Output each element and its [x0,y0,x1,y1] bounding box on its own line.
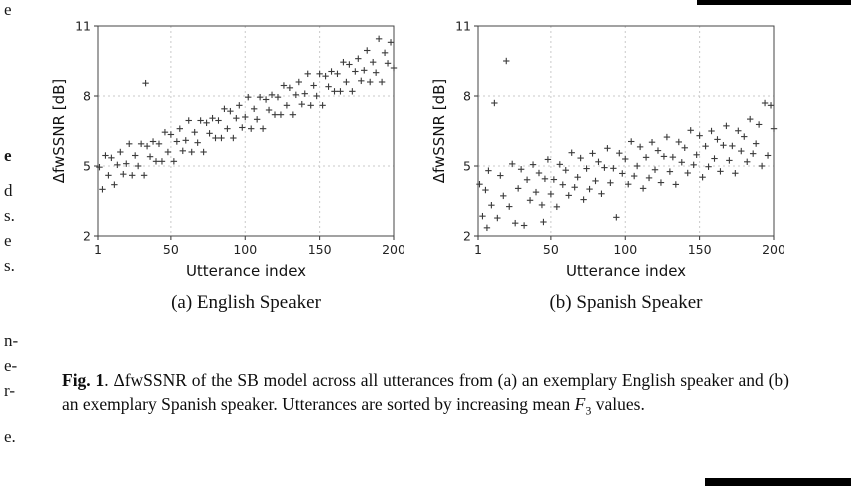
figure-1: 1 50 100 150 200 2 5 8 11 Utterance index ΔfwSSNR … [52,18,784,314]
svg-text:11: 11 [75,19,91,34]
svg-text:ΔfwSSNR [dB]: ΔfwSSNR [dB] [52,79,68,184]
svg-text:2: 2 [83,229,91,244]
adjacent-content-edge-bottom [705,478,851,486]
adjacent-content-edge-top [697,0,851,5]
svg-text:200: 200 [762,242,784,257]
subfigure-a: 1 50 100 150 200 2 5 8 11 Utterance index ΔfwSSNR … [52,18,404,314]
column-fragment: e [4,146,12,165]
svg-text:11: 11 [455,19,471,34]
svg-text:50: 50 [163,242,179,257]
column-fragment: s. [4,256,15,275]
caption-body-2: values. [591,394,645,415]
column-fragment: d [4,181,13,200]
svg-text:200: 200 [382,242,404,257]
svg-text:Utterance index: Utterance index [566,262,686,280]
svg-text:8: 8 [83,89,91,104]
svg-text:50: 50 [543,242,559,257]
column-fragment: e [4,0,12,19]
column-fragment: n- [4,331,19,350]
column-fragment: s. [4,206,15,225]
svg-text:150: 150 [308,242,332,257]
subfigure-b: 1 50 100 150 200 2 5 8 11 Utterance index ΔfwSSNR … [432,18,784,314]
subfigure-b-caption: (b) Spanish Speaker [549,292,703,313]
svg-text:5: 5 [463,159,471,174]
column-fragment: e. [4,427,16,446]
subfigure-a-caption: (a) English Speaker [171,292,321,313]
svg-text:1: 1 [94,242,102,257]
caption-f-symbol: F [574,394,586,415]
column-fragment: e [4,231,12,250]
svg-text:1: 1 [474,242,482,257]
svg-text:8: 8 [463,89,471,104]
svg-text:Utterance index: Utterance index [186,262,306,280]
svg-text:100: 100 [233,242,257,257]
caption-figure-label: Fig. 1 [62,369,105,390]
caption-f-subscript: 3 [585,403,592,418]
figure-caption: Fig. 1. ΔfwSSNR of the SB model across a… [62,368,789,420]
svg-text:100: 100 [613,242,637,257]
svg-text:2: 2 [463,229,471,244]
svg-text:5: 5 [83,159,91,174]
svg-text:ΔfwSSNR [dB]: ΔfwSSNR [dB] [432,79,448,184]
caption-body-1: . ΔfwSSNR of the SB model across all utt… [62,369,789,415]
column-fragment: r- [4,381,15,400]
svg-text:150: 150 [688,242,712,257]
column-fragment: e- [4,356,18,375]
